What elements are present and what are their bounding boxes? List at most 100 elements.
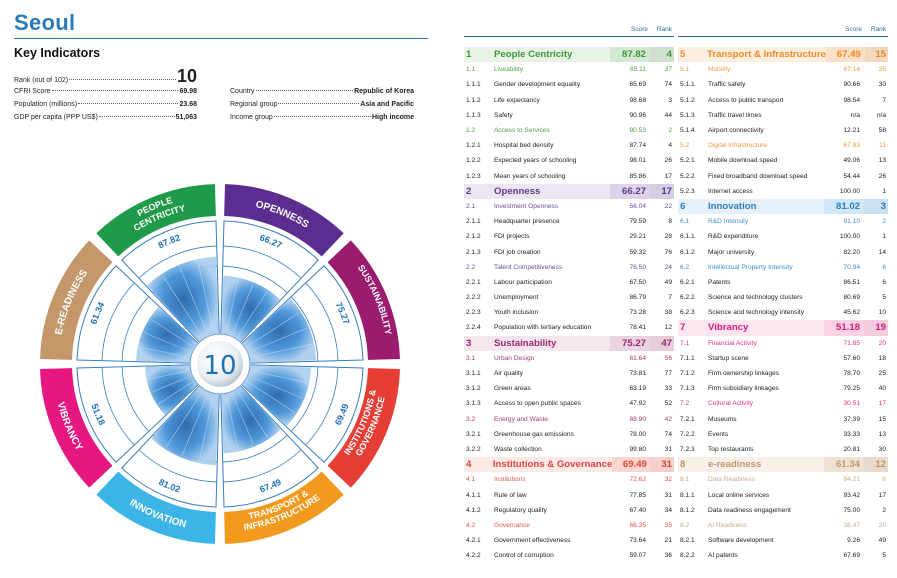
row-name: Unemployment — [494, 294, 539, 302]
row-name: Mean years of schooling — [494, 172, 566, 180]
row-num: 5.1 — [680, 66, 690, 74]
subpillar-row: 1.1 Liveability 85.11 37 — [464, 62, 674, 77]
row-num: 7.2.1 — [680, 415, 695, 423]
subpillar-row: 8.1 Data Readiness 84.21 6 — [678, 472, 888, 487]
row-name: AI Readiness — [708, 521, 748, 529]
indicator-row: 3.1.3 Access to open public spaces 47.92 52 — [464, 396, 674, 411]
illustration-gridline — [165, 392, 202, 448]
row-name: People Centricity — [494, 49, 573, 61]
row-num: 5.2.1 — [680, 157, 695, 165]
row-name: Local online services — [708, 491, 770, 499]
row-name: Software development — [708, 537, 774, 545]
ki-value: 10 — [176, 66, 197, 86]
illustration-gridline — [144, 332, 189, 352]
subpillar-row: 3.2 Energy and Waste 88.90 42 — [464, 412, 674, 427]
segment-band — [224, 471, 344, 544]
row-score: 9.26 — [847, 537, 860, 545]
pillar-row: 8 e-readiness 61.34 12 — [678, 457, 888, 473]
row-name: Access to open public spaces — [494, 400, 581, 408]
row-num: 1.2 — [466, 127, 476, 135]
scores-table-left: Score Rank 1 People Centricity 87.82 4 1.1 Li… — [464, 22, 674, 563]
illustration-gridline — [197, 260, 214, 331]
row-name: Firm ownership linkages — [708, 370, 780, 378]
row-score: 75.00 — [843, 506, 860, 514]
row-name: Fixed broadband download speed — [708, 172, 808, 180]
illustration-gridline — [248, 382, 295, 413]
row-rank: 76 — [664, 248, 672, 256]
row-score: 87.82 — [610, 47, 650, 63]
row-score: 72.62 — [629, 476, 646, 484]
center-rank-circle — [195, 339, 245, 389]
ki-label: Population (millions) — [14, 101, 78, 108]
table-header: Score Rank — [464, 22, 674, 37]
row-num: 7.1.1 — [680, 354, 695, 362]
indicator-row: 7.1.2 Firm ownership linkages 78.70 25 — [678, 366, 888, 381]
row-name: Youth inclusion — [494, 309, 539, 317]
row-score: 65.69 — [629, 81, 646, 89]
indicator-row: 8.2.2 AI patents 67.69 5 — [678, 548, 888, 563]
row-rank: 15 — [864, 47, 889, 63]
indicator-row: 2.2.4 Population with tertiary education 7… — [464, 320, 674, 335]
row-num: 5.2 — [680, 142, 690, 150]
indicator-row: 2.2.1 Labour participation 67.50 49 — [464, 275, 674, 290]
row-name: FDI job creation — [494, 248, 541, 256]
row-name: Major university — [708, 248, 755, 256]
ki-income-group: Income group High income — [230, 114, 414, 121]
indicator-row: 3.2.2 Waste collection 99.80 31 — [464, 442, 674, 457]
illustration-gridline — [232, 395, 254, 445]
row-rank: 14 — [878, 248, 886, 256]
row-name: Transport & Infrastructure — [707, 49, 826, 61]
row-name: e-readiness — [708, 459, 762, 471]
row-num: 2.2.4 — [466, 324, 481, 332]
row-num: 4.2.2 — [466, 552, 481, 560]
row-num: 5.2.3 — [680, 187, 695, 195]
pillar-row: 3 Sustainability 75.27 47 — [464, 335, 674, 351]
row-num: 1.1.3 — [466, 111, 481, 119]
row-name: Control of corruption — [494, 552, 554, 560]
row-rank: 33 — [664, 385, 672, 393]
row-rank: 26 — [878, 172, 886, 180]
rank-column-header: Rank — [656, 26, 672, 33]
row-num: 5.1.4 — [680, 127, 695, 135]
indicator-row: 1.1.1 Gender development equality 65.69 74 — [464, 77, 674, 92]
row-rank: 7 — [668, 294, 672, 302]
row-score: 67.50 — [629, 278, 646, 286]
row-score: 30.51 — [843, 400, 860, 408]
row-num: 7.1 — [680, 339, 690, 347]
indicator-row: 5.1.1 Traffic safety 90.66 30 — [678, 77, 888, 92]
ki-gdp: GDP per capita (PPP US$) 51,063 — [14, 114, 197, 121]
row-score: 73.28 — [629, 309, 646, 317]
row-num: 6 — [680, 200, 686, 212]
row-rank: 5 — [882, 552, 886, 560]
row-num: 2.1.3 — [466, 248, 481, 256]
segment-band — [327, 240, 400, 360]
indicator-row: 1.2.3 Mean years of schooling 85.86 17 — [464, 169, 674, 184]
indicator-row: 3.1.2 Green areas 63.19 33 — [464, 381, 674, 396]
row-rank: 20 — [878, 521, 886, 529]
row-score: 20.81 — [843, 445, 860, 453]
row-num: 3.2.2 — [466, 445, 481, 453]
row-name: Airport connectivity — [708, 127, 764, 135]
row-num: 3.1.1 — [466, 370, 481, 378]
row-name: R&D Intensity — [708, 218, 749, 226]
indicator-row: 2.1.1 Headquarter presence 79.59 8 — [464, 214, 674, 229]
illustration-gridline — [226, 279, 239, 331]
indicator-row: 8.2.1 Software development 9.26 49 — [678, 533, 888, 548]
row-num: 2 — [466, 185, 472, 197]
row-score: 82.20 — [843, 248, 860, 256]
row-name: Traffic travel times — [708, 111, 762, 119]
illustration-gridline — [253, 370, 308, 383]
ki-population: Population (millions) 23.68 — [14, 101, 197, 108]
row-name: Intellectual Property Intensity — [708, 263, 793, 271]
row-num: 1.2.3 — [466, 172, 481, 180]
segment-illustration — [136, 306, 198, 363]
row-name: Institutions — [494, 476, 526, 484]
row-num: 5.2.2 — [680, 172, 695, 180]
table-rows: 1 People Centricity 87.82 4 1.1 Liveability 85… — [464, 47, 674, 563]
row-rank: 17 — [650, 183, 674, 199]
row-num: 7.1.3 — [680, 385, 695, 393]
indicator-row: 2.2.2 Unemployment 86.79 7 — [464, 290, 674, 305]
row-name: Labour participation — [494, 278, 552, 286]
row-rank: 12 — [664, 324, 672, 332]
segment-ring — [305, 282, 339, 361]
